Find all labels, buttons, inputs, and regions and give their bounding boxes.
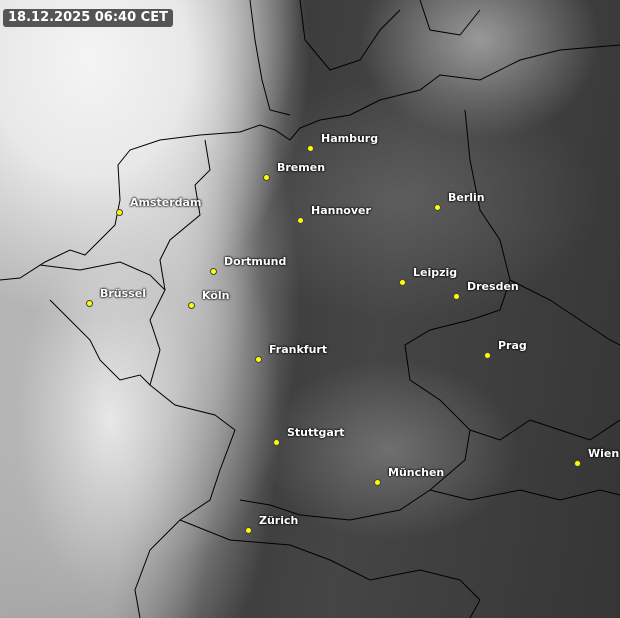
city-label: Dortmund xyxy=(224,255,287,268)
border-ch-at xyxy=(179,489,620,618)
city-marker xyxy=(263,174,270,181)
city-marker xyxy=(297,217,304,224)
border-de-east xyxy=(239,109,511,521)
city-marker xyxy=(116,209,123,216)
city-label: Berlin xyxy=(448,191,485,204)
city-label: Leipzig xyxy=(413,266,458,279)
city-label: Hannover xyxy=(311,204,371,217)
timestamp-label: 18.12.2025 06:40 CET xyxy=(3,9,173,27)
city-label: Köln xyxy=(202,289,230,302)
border-be xyxy=(39,261,166,386)
city-marker xyxy=(434,204,441,211)
city-label: Frankfurt xyxy=(269,343,328,356)
city-label: Brüssel xyxy=(100,287,146,300)
city-label: Hamburg xyxy=(321,132,379,145)
city-marker xyxy=(255,356,262,363)
city-label: Zürich xyxy=(259,514,299,527)
city-marker xyxy=(574,460,581,467)
city-label: Amsterdam xyxy=(130,196,202,209)
city-marker xyxy=(273,439,280,446)
city-label: Prag xyxy=(498,339,527,352)
border-cz xyxy=(469,279,620,441)
coastline-north xyxy=(0,44,620,281)
city-label: Wien xyxy=(588,447,620,460)
city-label: Stuttgart xyxy=(287,426,345,439)
city-label: Dresden xyxy=(467,280,519,293)
border-fr-de xyxy=(134,384,236,618)
city-marker xyxy=(245,527,252,534)
city-marker xyxy=(374,479,381,486)
city-marker xyxy=(307,145,314,152)
denmark-coast xyxy=(249,0,481,116)
city-marker xyxy=(399,279,406,286)
city-marker xyxy=(210,268,217,275)
city-marker xyxy=(484,352,491,359)
city-marker xyxy=(453,293,460,300)
city-label: Bremen xyxy=(277,161,326,174)
city-label: München xyxy=(388,466,445,479)
city-marker xyxy=(86,300,93,307)
city-marker xyxy=(188,302,195,309)
border-nl-de xyxy=(159,139,211,291)
